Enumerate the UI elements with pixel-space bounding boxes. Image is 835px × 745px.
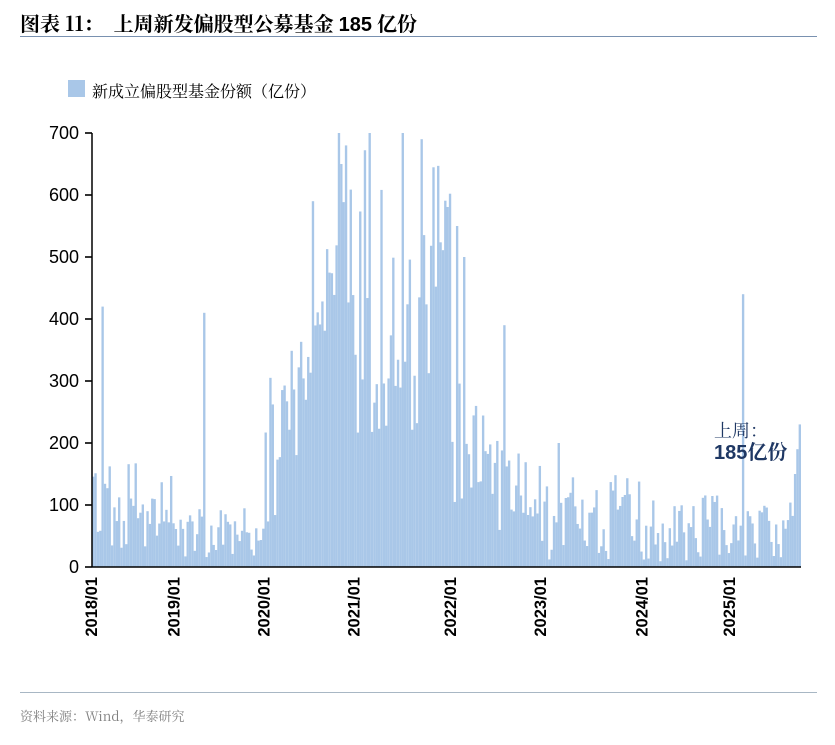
svg-text:700: 700 [49, 123, 79, 143]
svg-text:100: 100 [49, 495, 79, 515]
svg-text:600: 600 [49, 185, 79, 205]
svg-text:400: 400 [49, 309, 79, 329]
svg-text:2020/01: 2020/01 [256, 577, 274, 637]
svg-text:2023/01: 2023/01 [532, 577, 550, 637]
svg-text:200: 200 [49, 433, 79, 453]
svg-text:2021/01: 2021/01 [345, 577, 363, 637]
svg-text:2025/01: 2025/01 [721, 577, 739, 637]
svg-text:2019/01: 2019/01 [166, 577, 184, 637]
svg-text:2024/01: 2024/01 [634, 577, 652, 637]
svg-text:0: 0 [69, 557, 79, 577]
svg-text:500: 500 [49, 247, 79, 267]
svg-text:2018/01: 2018/01 [83, 577, 101, 637]
svg-text:300: 300 [49, 371, 79, 391]
svg-text:2022/01: 2022/01 [442, 577, 460, 637]
